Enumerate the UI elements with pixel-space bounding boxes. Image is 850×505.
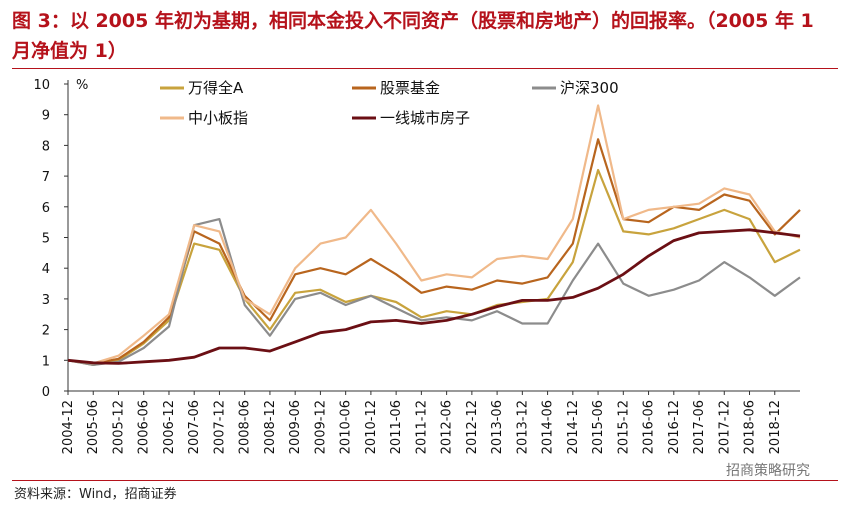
y-tick-label: 7: [42, 170, 50, 185]
x-tick-label: 2008-12: [263, 400, 278, 454]
x-tick-label: 2004-12: [61, 400, 76, 454]
y-tick-label: 5: [42, 232, 50, 247]
x-tick-label: 2007-06: [187, 400, 202, 454]
x-tick-label: 2010-06: [339, 400, 354, 454]
series-line: [67, 168, 801, 366]
x-tick-label: 2006-12: [162, 400, 177, 454]
x-tick-label: 2008-06: [238, 400, 253, 454]
series-line: [67, 104, 801, 365]
legend-label: 股票基金: [380, 79, 440, 97]
x-tick-label: 2006-06: [137, 400, 152, 454]
x-tick-label: 2012-06: [440, 400, 455, 454]
x-tick-label: 2017-06: [692, 400, 707, 454]
y-tick-label: 10: [33, 78, 50, 93]
x-tick-label: 2018-12: [768, 400, 783, 454]
x-tick-label: 2005-06: [86, 400, 101, 454]
x-tick-label: 2013-12: [515, 400, 530, 454]
x-tick-label: 2016-12: [667, 400, 682, 454]
x-tick-label: 2011-12: [414, 400, 429, 454]
legend-label: 万得全A: [188, 79, 244, 97]
series-line: [67, 218, 801, 366]
x-tick-label: 2011-06: [389, 400, 404, 454]
x-tick-label: 2015-12: [616, 400, 631, 454]
y-tick-label: 8: [42, 139, 50, 154]
y-tick-label: 9: [42, 109, 50, 124]
x-tick-label: 2010-12: [364, 400, 379, 454]
x-tick-label: 2013-06: [490, 400, 505, 454]
x-tick-label: 2009-06: [288, 400, 303, 454]
series-line: [67, 138, 801, 365]
x-tick-label: 2009-12: [313, 400, 328, 454]
x-tick-label: 2014-12: [566, 400, 581, 454]
x-tick-label: 2007-12: [212, 400, 227, 454]
y-tick-label: 3: [42, 293, 50, 308]
watermark: 招商策略研究: [726, 463, 810, 479]
x-tick-label: 2017-12: [717, 400, 732, 454]
legend-label: 中小板指: [188, 109, 248, 127]
source-note: 资料来源：Wind，招商证券: [14, 487, 177, 502]
legend-label: 一线城市房子: [380, 109, 470, 127]
chart-title: 图 3：以 2005 年初为基期，相同本金投入不同资产（股票和房地产）的回报率。…: [12, 10, 814, 62]
x-tick-label: 2016-06: [642, 400, 657, 454]
y-tick-label: 0: [42, 385, 50, 400]
x-tick-label: 2014-06: [541, 400, 556, 454]
series-line: [67, 228, 801, 365]
y-axis-unit: %: [76, 78, 88, 93]
x-tick-label: 2012-12: [465, 400, 480, 454]
x-tick-label: 2018-06: [743, 400, 758, 454]
y-tick-label: 6: [42, 201, 50, 216]
legend-label: 沪深300: [560, 79, 619, 97]
x-tick-label: 2015-06: [591, 400, 606, 454]
y-tick-label: 2: [42, 324, 50, 339]
y-tick-label: 4: [42, 262, 50, 277]
x-tick-label: 2005-12: [111, 400, 126, 454]
y-tick-label: 1: [42, 354, 50, 369]
source-divider: [12, 480, 838, 481]
title-divider: [12, 68, 838, 69]
